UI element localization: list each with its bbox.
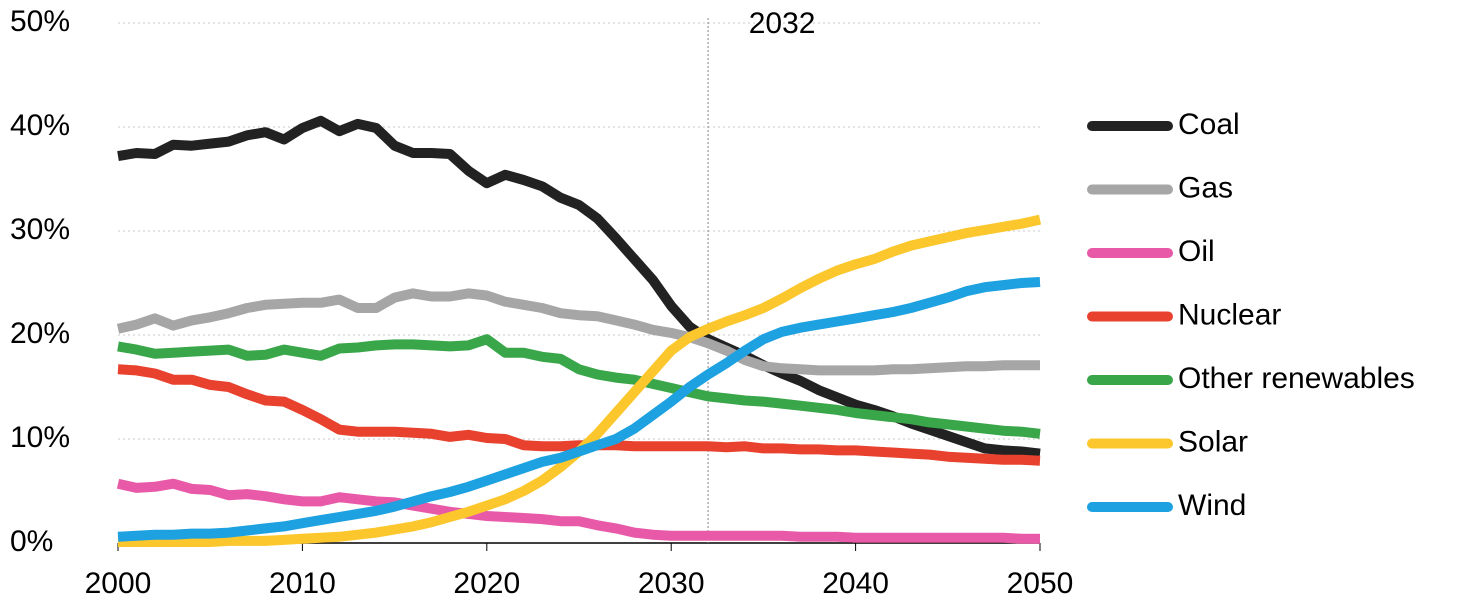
legend-label: Gas <box>1178 171 1233 204</box>
y-tick-label: 50% <box>10 5 70 38</box>
x-tick-label: 2030 <box>638 567 705 600</box>
x-tick-label: 2050 <box>1007 567 1074 600</box>
y-tick-label: 20% <box>10 317 70 350</box>
x-tick-label: 2020 <box>453 567 520 600</box>
line-series <box>117 334 1041 439</box>
legend-label: Coal <box>1178 108 1240 141</box>
legend-label: Oil <box>1178 235 1215 268</box>
line-series <box>116 288 1040 376</box>
reference-label: 2032 <box>749 7 816 40</box>
y-tick-label: 40% <box>10 109 70 142</box>
line-series <box>117 115 1041 459</box>
line-series <box>116 478 1040 544</box>
legend-label: Wind <box>1178 489 1246 522</box>
y-tick-label: 30% <box>10 213 70 246</box>
y-tick-label: 0% <box>10 525 53 558</box>
x-tick-label: 2010 <box>269 567 336 600</box>
legend-label: Nuclear <box>1178 298 1281 331</box>
line-series <box>117 277 1041 542</box>
legend-label: Other renewables <box>1178 362 1415 395</box>
x-tick-label: 2000 <box>85 567 152 600</box>
y-tick-label: 10% <box>10 421 70 454</box>
legend-label: Solar <box>1178 425 1248 458</box>
x-tick-label: 2040 <box>822 567 889 600</box>
